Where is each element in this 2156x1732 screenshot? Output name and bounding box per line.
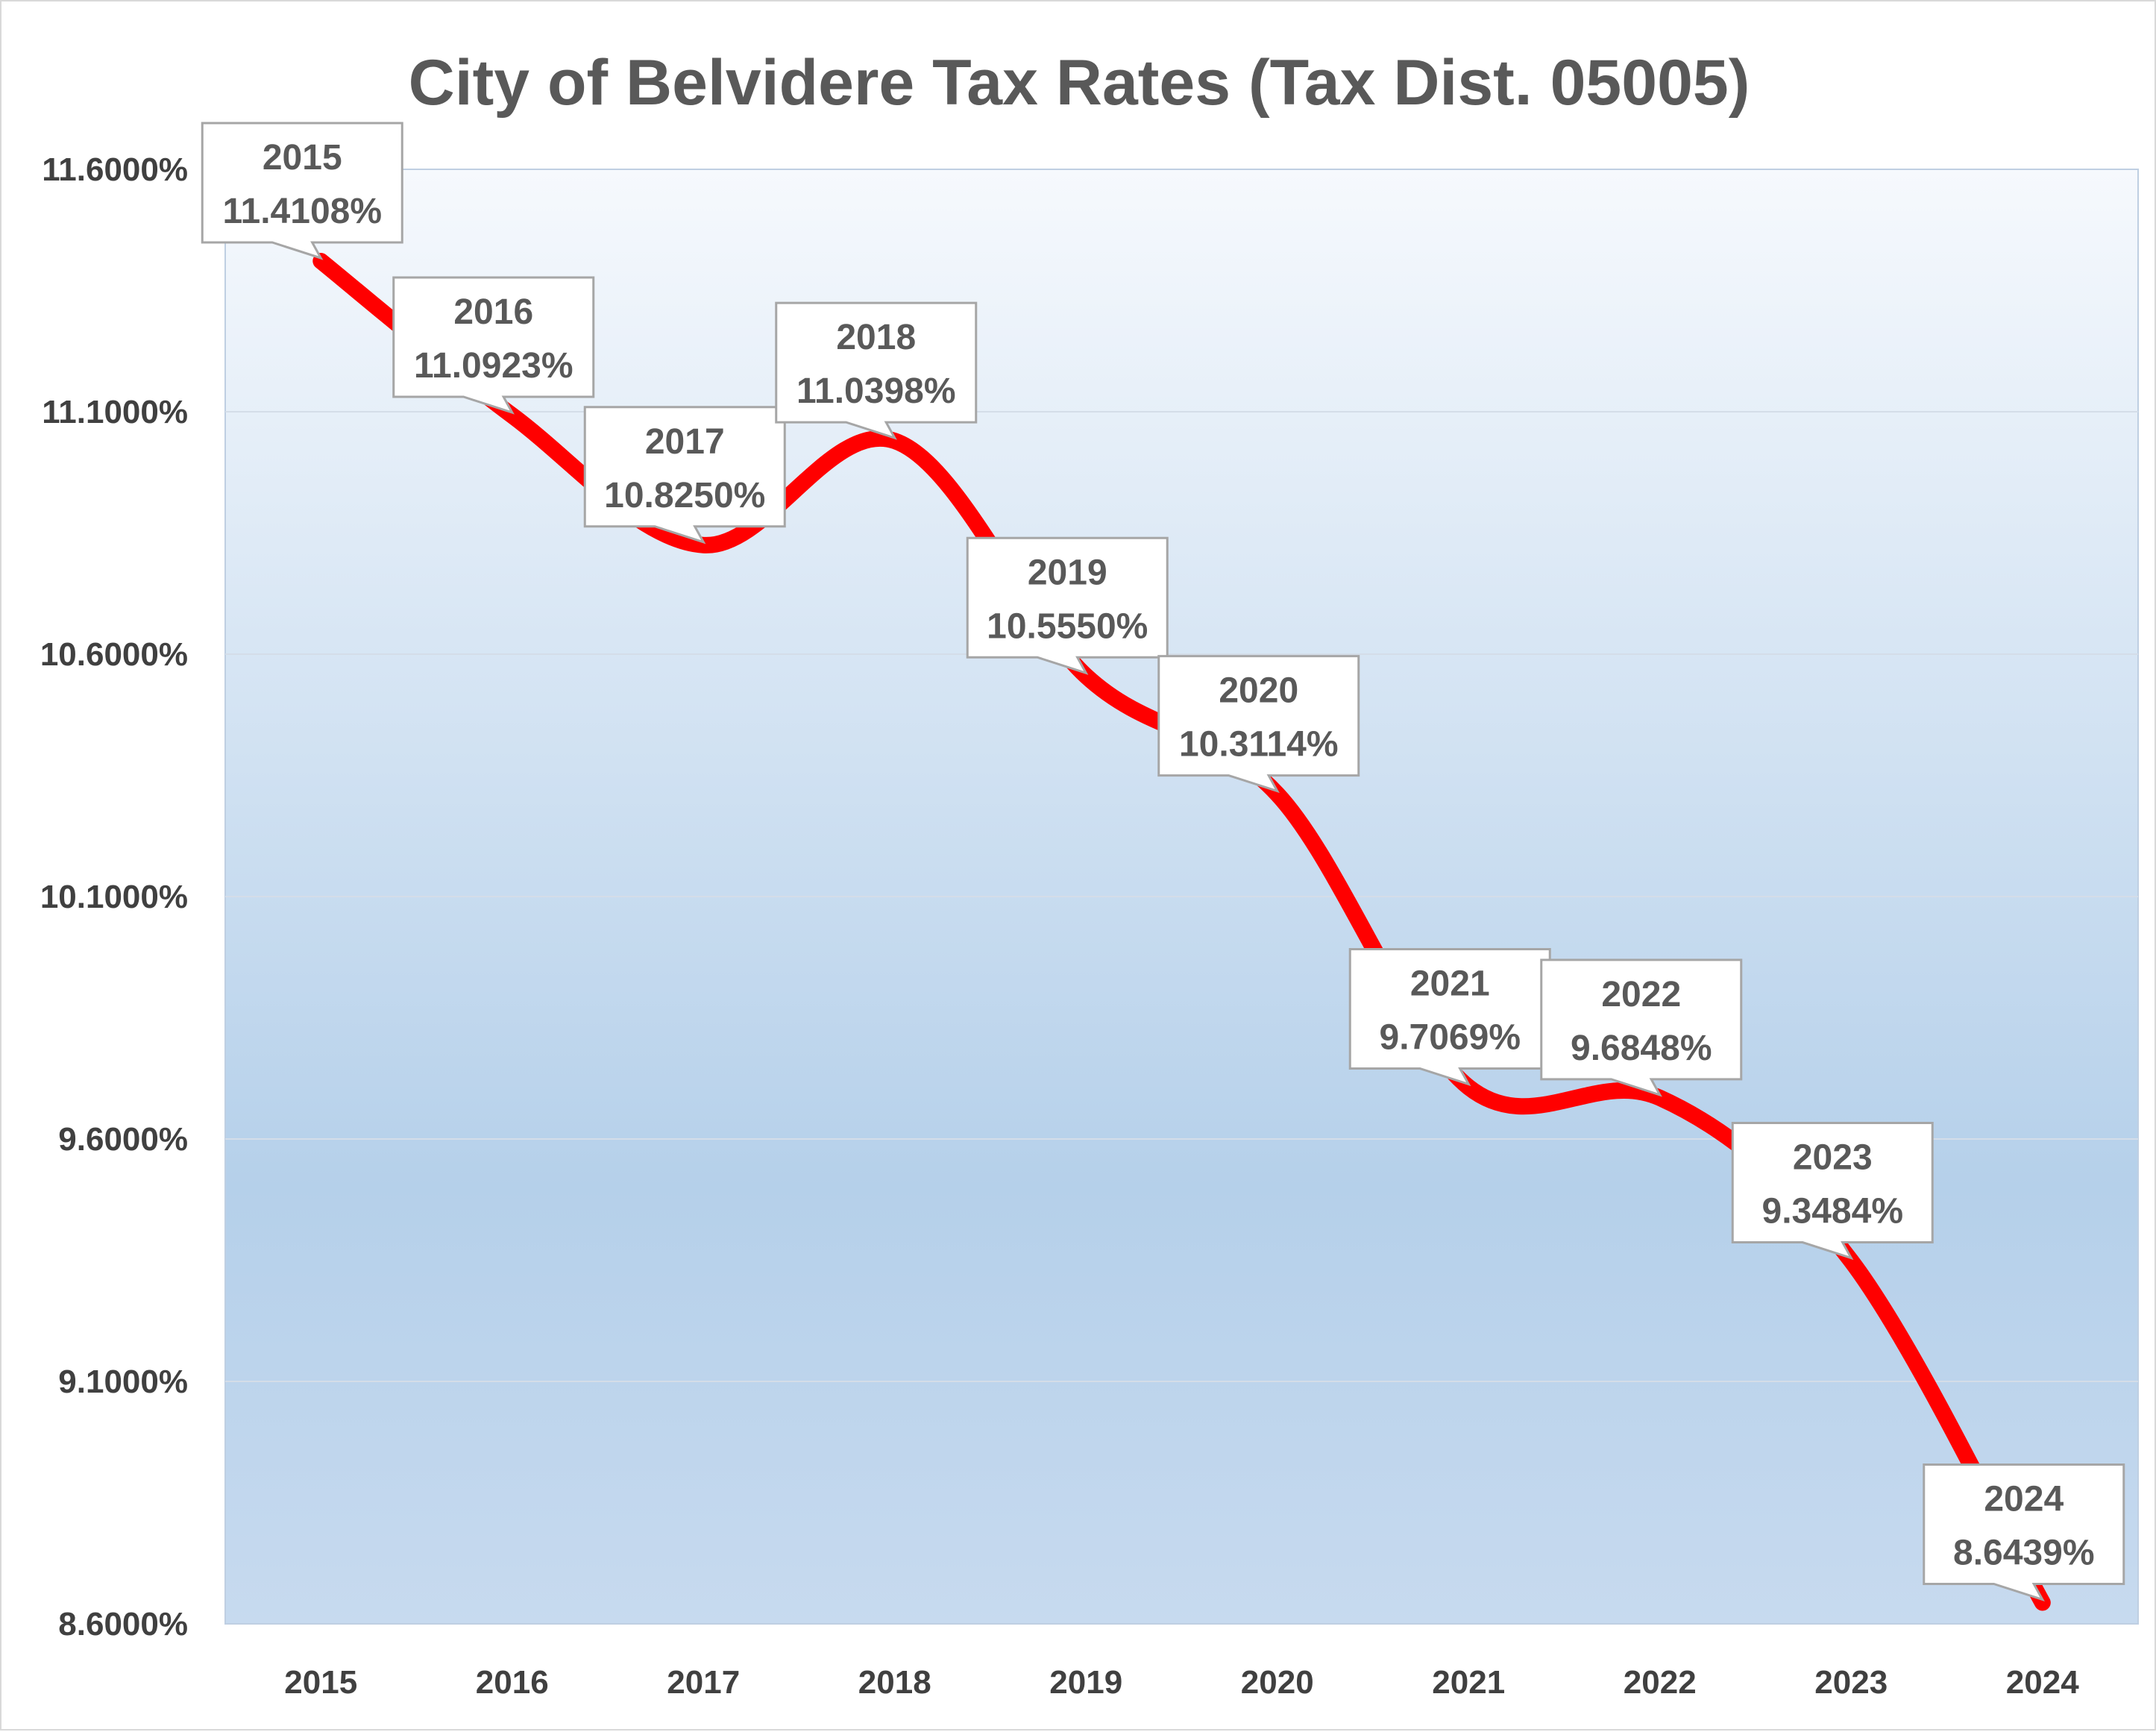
y-tick-label: 11.1000% <box>42 394 188 430</box>
data-label: 2023 9.3484% <box>1731 1122 1934 1261</box>
data-label-value: 11.4108% <box>222 192 382 231</box>
y-tick-label: 8.6000% <box>58 1606 188 1642</box>
x-tick-label: 2015 <box>284 1664 357 1701</box>
data-label-box <box>966 536 1169 675</box>
data-label: 2020 10.3114% <box>1157 655 1360 794</box>
data-label-box <box>201 122 403 260</box>
data-label-value: 8.6439% <box>1953 1533 2095 1572</box>
x-tick-label: 2019 <box>1049 1664 1122 1701</box>
data-label-box <box>1731 1122 1934 1261</box>
data-label-value: 10.5550% <box>987 606 1148 646</box>
data-label: 2017 10.8250% <box>583 406 786 545</box>
data-label-value: 11.0398% <box>796 371 956 411</box>
data-label: 2022 9.6848% <box>1540 958 1743 1097</box>
x-tick-label: 2016 <box>476 1664 549 1701</box>
data-label-box <box>583 406 786 545</box>
data-label-value: 10.3114% <box>1179 725 1339 765</box>
data-label-year: 2019 <box>1028 553 1107 592</box>
data-label: 2021 9.7069% <box>1348 948 1551 1087</box>
y-tick-label: 10.6000% <box>40 636 188 673</box>
data-label-box <box>775 301 978 440</box>
data-label-value: 9.6848% <box>1571 1029 1712 1068</box>
x-axis-tick-labels: 2015 2016 2017 2018 2019 2020 2021 2022 2023 2024 <box>284 1664 2079 1701</box>
y-tick-label: 9.1000% <box>58 1364 188 1400</box>
y-axis-tick-labels: 8.6000% 9.1000% 9.6000% 10.1000% 10.6000% 11.… <box>40 151 188 1642</box>
data-label-box <box>1923 1463 2125 1602</box>
data-label-value: 11.0923% <box>414 346 573 386</box>
data-label-box <box>392 276 595 415</box>
data-label-value: 9.3484% <box>1762 1192 1904 1231</box>
data-label-year: 2020 <box>1219 671 1298 711</box>
data-label-box <box>1157 655 1360 794</box>
x-tick-label: 2023 <box>1814 1664 1888 1701</box>
chart-title: City of Belvidere Tax Rates (Tax Dist. 0… <box>409 47 1750 119</box>
data-label-year: 2024 <box>1984 1479 2064 1519</box>
data-label-box <box>1540 958 1743 1097</box>
data-label: 2015 11.4108% <box>201 122 403 260</box>
data-label: 2019 10.5550% <box>966 536 1169 675</box>
data-label: 2024 8.6439% <box>1923 1463 2125 1602</box>
x-tick-label: 2018 <box>858 1664 931 1701</box>
data-label: 2016 11.0923% <box>392 276 595 415</box>
data-label-value: 9.7069% <box>1380 1018 1521 1058</box>
x-tick-label: 2021 <box>1432 1664 1505 1701</box>
y-tick-label: 10.1000% <box>40 879 188 915</box>
data-label-year: 2017 <box>645 422 725 462</box>
data-label-year: 2021 <box>1410 964 1490 1004</box>
y-tick-label: 9.6000% <box>58 1121 188 1158</box>
x-tick-label: 2020 <box>1241 1664 1314 1701</box>
data-label-year: 2016 <box>453 292 533 332</box>
x-tick-label: 2017 <box>667 1664 740 1701</box>
data-label-year: 2015 <box>263 138 342 178</box>
data-label-year: 2022 <box>1601 975 1681 1014</box>
y-tick-label: 11.6000% <box>42 151 188 188</box>
data-label-year: 2023 <box>1793 1138 1873 1178</box>
data-label-year: 2018 <box>836 318 916 357</box>
data-label: 2018 11.0398% <box>775 301 978 440</box>
data-label-value: 10.8250% <box>604 476 765 515</box>
x-tick-label: 2024 <box>2006 1664 2079 1701</box>
x-tick-label: 2022 <box>1624 1664 1697 1701</box>
data-label-callouts: 2015 11.4108% 2016 11.0923% 2017 10.8250% 2018… <box>201 122 2125 1602</box>
